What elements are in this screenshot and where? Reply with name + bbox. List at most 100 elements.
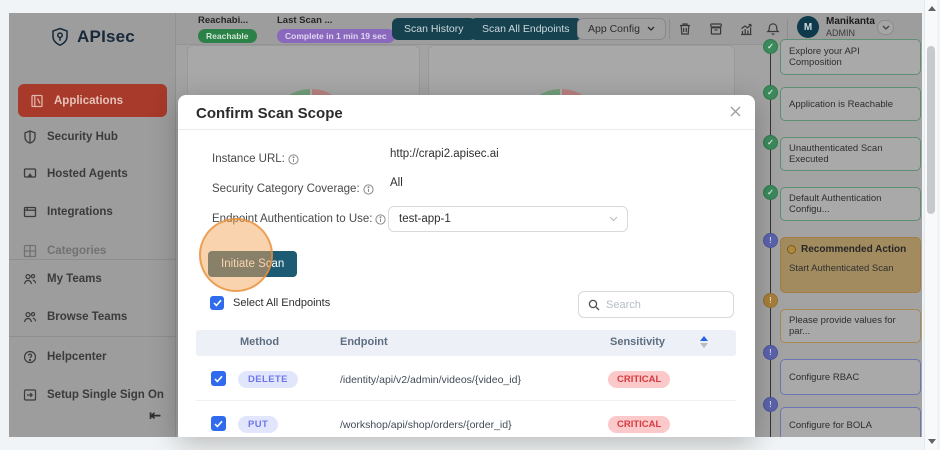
recommended-action-card[interactable]: Recommended Action Start Authenticated S… <box>780 237 921 293</box>
trash-icon[interactable] <box>678 22 692 36</box>
last-scan-status: Last Scan ... Complete in 1 min 19 sec <box>277 13 395 44</box>
search-box[interactable] <box>578 291 734 318</box>
bell-icon[interactable] <box>766 22 780 36</box>
chevron-down-icon <box>647 26 655 32</box>
step-done-icon: ✓ <box>763 85 778 100</box>
archive-icon[interactable] <box>709 22 723 36</box>
reachable-badge: Reachable <box>198 29 257 43</box>
sidebar-item-applications[interactable]: Applications <box>18 84 167 117</box>
endpoint-auth-selected-value: test-app-1 <box>399 213 451 225</box>
header-divider <box>669 19 670 39</box>
sidebar-item-setup-sso[interactable]: Setup Single Sign On <box>23 384 164 406</box>
scroll-up-arrow-icon[interactable] <box>928 6 936 11</box>
instance-url-value: http://crapi2.apisec.ai <box>390 148 499 160</box>
col-method: Method <box>240 336 280 348</box>
sidebar-item-label: Security Hub <box>47 131 118 143</box>
select-all-endpoints[interactable]: Select All Endpoints <box>210 296 330 310</box>
initiate-scan-button[interactable]: Initiate Scan <box>208 251 298 277</box>
step-pending-icon: ! <box>763 345 778 360</box>
last-scan-label: Last Scan ... <box>277 15 333 26</box>
scan-history-button[interactable]: Scan History <box>392 18 476 40</box>
analytics-chart-icon[interactable] <box>739 22 753 36</box>
endpoint-table-row[interactable]: DELETE /identity/api/v2/admin/videos/{vi… <box>196 356 736 401</box>
sort-toggle-icon[interactable] <box>700 336 708 348</box>
endpoint-path: /workshop/api/shop/orders/{order_id} <box>340 419 512 431</box>
sidebar-item-hosted-agents[interactable]: Hosted Agents <box>23 163 128 185</box>
sidebar-item-label: My Teams <box>47 273 102 285</box>
sidebar-divider <box>9 336 176 337</box>
grid-icon <box>23 244 37 258</box>
sidebar-item-label: Helpcenter <box>47 351 107 363</box>
sidebar-item-browse-teams[interactable]: Browse Teams <box>23 306 127 328</box>
endpoint-table-row[interactable]: PUT /workshop/api/shop/orders/{order_id}… <box>196 401 736 437</box>
instance-url-label: Instance URL: <box>212 153 299 165</box>
brand-name: APIsec <box>77 27 135 46</box>
app-config-label: App Config <box>588 23 640 35</box>
sidebar-item-my-teams[interactable]: My Teams <box>23 268 102 290</box>
step-label: Default Authentication Configu... <box>789 193 882 215</box>
progress-step-card[interactable]: Configure RBAC <box>780 359 921 395</box>
apisec-shield-logo-icon <box>50 27 70 47</box>
browser-window-icon <box>23 205 37 219</box>
progress-step-card[interactable]: Explore your API Composition <box>780 39 921 75</box>
app-config-dropdown[interactable]: App Config <box>577 18 666 40</box>
row-checkbox[interactable] <box>211 371 226 386</box>
sidebar-item-helpcenter[interactable]: Helpcenter <box>23 346 106 368</box>
shield-icon <box>23 130 37 144</box>
search-input[interactable] <box>606 298 724 311</box>
sign-on-arrow-icon <box>23 388 37 402</box>
sidebar-item-label: Applications <box>54 94 124 107</box>
users-icon <box>23 310 37 324</box>
sidebar-item-label: Hosted Agents <box>47 168 128 180</box>
step-pending-icon: ! <box>763 233 778 248</box>
sidebar-item-integrations[interactable]: Integrations <box>23 201 113 223</box>
user-name: Manikanta <box>826 16 875 27</box>
sidebar-item-label: Integrations <box>47 206 113 218</box>
header-divider <box>787 19 788 39</box>
endpoint-auth-label: Endpoint Authentication to Use: <box>212 213 387 225</box>
scrollbar-thumb[interactable] <box>927 46 935 214</box>
col-sensitivity: Sensitivity <box>610 336 666 348</box>
brand-logo: APIsec <box>9 27 176 47</box>
chevron-down-icon <box>609 216 618 222</box>
close-icon[interactable] <box>729 105 742 118</box>
sidebar: APIsec Applications Security Hub Hosted … <box>9 13 176 437</box>
sidebar-item-label: Browse Teams <box>47 311 128 323</box>
modal-title: Confirm Scan Scope <box>196 105 343 122</box>
reachability-label: Reachabi... <box>198 15 249 26</box>
step-label: Explore your API Composition <box>789 46 860 68</box>
progress-step-card[interactable]: Application is Reachable <box>780 87 921 121</box>
method-badge: PUT <box>238 416 279 433</box>
modal-divider <box>178 129 755 130</box>
col-endpoint: Endpoint <box>340 336 388 348</box>
sidebar-divider <box>9 259 176 260</box>
scan-all-endpoints-button[interactable]: Scan All Endpoints <box>470 18 582 40</box>
select-all-checkbox[interactable] <box>210 296 224 310</box>
step-label: Start Authenticated Scan <box>789 263 894 274</box>
method-badge: DELETE <box>238 371 298 388</box>
collapse-sidebar-icon[interactable]: ⇤ <box>149 407 161 423</box>
scroll-down-arrow-icon[interactable] <box>928 439 936 444</box>
sidebar-item-security-hub[interactable]: Security Hub <box>23 126 118 148</box>
progress-step-card[interactable]: Configure for BOLA <box>780 407 921 437</box>
step-pending-icon: ! <box>763 397 778 412</box>
user-menu-chevron[interactable] <box>877 20 894 35</box>
coverage-value: All <box>390 177 403 189</box>
table-header: Method Endpoint Sensitivity <box>196 330 736 356</box>
progress-step-card[interactable]: Unauthenticated Scan Executed <box>780 137 921 171</box>
user-avatar[interactable]: M <box>797 16 819 38</box>
step-done-icon: ✓ <box>763 39 778 54</box>
progress-step-card[interactable]: Default Authentication Configu... <box>780 187 921 221</box>
last-scan-badge: Complete in 1 min 19 sec <box>277 29 395 43</box>
scrollbar[interactable] <box>924 0 937 450</box>
step-label: Please provide values for par... <box>789 315 896 337</box>
endpoint-auth-select[interactable]: test-app-1 <box>388 206 628 232</box>
confirm-scan-scope-modal: Confirm Scan Scope Instance URL: http://… <box>178 95 755 437</box>
row-checkbox[interactable] <box>211 416 226 431</box>
progress-step-card[interactable]: Please provide values for par... <box>780 309 921 343</box>
sidebar-item-label: Categories <box>47 245 107 257</box>
step-done-icon: ✓ <box>763 185 778 200</box>
user-role: ADMIN <box>826 28 855 38</box>
recommended-icon <box>787 245 796 254</box>
applications-icon <box>30 94 44 108</box>
